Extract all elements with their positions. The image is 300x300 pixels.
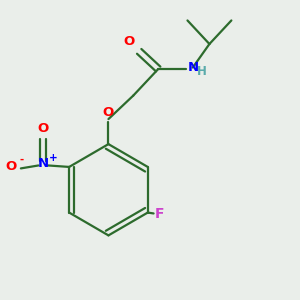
Text: -: - (20, 154, 24, 165)
Text: O: O (124, 35, 135, 48)
Text: O: O (5, 160, 16, 173)
Text: +: + (49, 153, 58, 163)
Text: H: H (197, 65, 207, 79)
Text: N: N (37, 158, 48, 170)
Text: F: F (155, 207, 165, 221)
Text: O: O (37, 122, 48, 134)
Text: N: N (188, 61, 199, 74)
Text: O: O (103, 106, 114, 119)
